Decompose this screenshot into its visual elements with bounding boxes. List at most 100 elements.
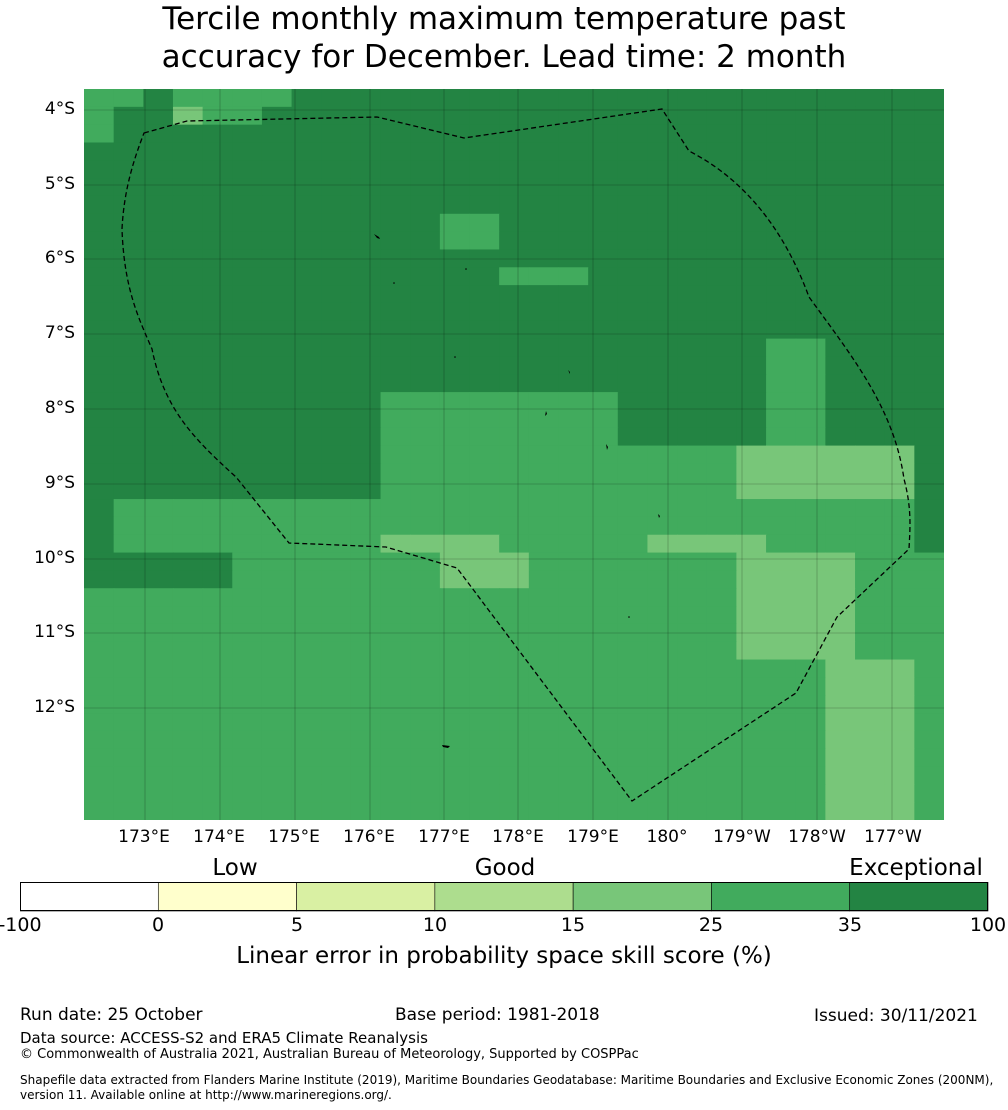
grid-cell <box>439 178 471 197</box>
grid-cell <box>528 606 560 625</box>
grid-cell <box>528 285 560 304</box>
grid-cell <box>202 463 233 482</box>
grid-cell <box>855 89 886 108</box>
grid-cell <box>588 606 619 625</box>
grid-cell <box>617 124 649 144</box>
grid-cell <box>172 570 204 589</box>
grid-cell <box>677 534 708 554</box>
grid-cell <box>499 802 530 820</box>
grid-cell <box>825 374 856 393</box>
grid-cell <box>647 374 678 393</box>
grid-cell <box>825 659 856 678</box>
grid-cell <box>143 249 174 268</box>
grid-cell <box>113 178 144 197</box>
grid-cell <box>855 392 886 411</box>
grid-cell <box>884 320 915 340</box>
grid-cell <box>172 409 204 429</box>
grid-cell <box>350 499 382 518</box>
grid-cell <box>380 713 411 732</box>
grid-cell <box>558 124 589 144</box>
grid-cell <box>647 445 678 465</box>
grid-cell <box>350 784 382 803</box>
grid-cell <box>321 534 352 554</box>
grid-cell <box>677 463 708 482</box>
grid-cell <box>113 766 144 785</box>
grid-cell <box>528 481 560 500</box>
grid-cell <box>736 766 767 785</box>
grid-cell <box>202 285 233 304</box>
grid-cell <box>558 606 589 625</box>
grid-cell <box>825 338 856 358</box>
grid-cell <box>499 356 530 375</box>
grid-cell <box>588 267 619 286</box>
grid-cell <box>499 249 530 268</box>
grid-cell <box>410 463 441 482</box>
grid-cell <box>291 356 322 375</box>
grid-cell <box>617 249 649 268</box>
grid-cell <box>410 730 441 750</box>
grid-cell <box>350 231 382 251</box>
grid-cell <box>825 302 856 322</box>
grid-cell <box>232 285 263 304</box>
grid-cell <box>884 802 915 820</box>
grid-cell <box>558 178 589 197</box>
grid-cell <box>647 623 678 643</box>
lat-label: 9°S <box>44 473 75 493</box>
grid-cell <box>469 463 500 482</box>
grid-cell <box>855 213 886 233</box>
grid-cell <box>350 213 382 233</box>
grid-cell <box>143 606 174 625</box>
grid-cell <box>291 392 322 411</box>
grid-cell <box>558 677 589 696</box>
grid-cell <box>795 802 826 820</box>
grid-cell <box>291 409 322 429</box>
grid-cell <box>291 267 322 286</box>
grid-cell <box>795 427 826 447</box>
grid-cell <box>528 748 560 768</box>
grid-cell <box>706 677 738 696</box>
lon-label: 177°W <box>864 827 922 847</box>
grid-cell <box>261 606 293 625</box>
grid-cell <box>825 695 856 714</box>
grid-cell <box>469 730 500 750</box>
grid-cell <box>172 481 204 500</box>
grid-cell <box>410 338 441 358</box>
grid-cell <box>172 338 204 358</box>
grid-cell <box>588 142 619 161</box>
grid-cell <box>855 106 886 126</box>
grid-cell <box>884 231 915 251</box>
grid-cell <box>321 142 352 161</box>
grid-cell <box>350 89 382 108</box>
grid-cell <box>647 695 678 714</box>
grid-cell <box>499 784 530 803</box>
grid-cell <box>499 641 530 661</box>
grid-cell <box>647 124 678 144</box>
grid-cell <box>528 231 560 251</box>
grid-cell <box>439 445 471 465</box>
grid-cell <box>647 606 678 625</box>
grid-cell <box>232 570 263 589</box>
grid-cell <box>439 588 471 607</box>
grid-cell <box>736 641 767 661</box>
grid-cell <box>113 106 144 126</box>
grid-cell <box>143 445 174 465</box>
grid-cell <box>795 195 826 215</box>
grid-cell <box>647 552 678 571</box>
grid-cell <box>617 623 649 643</box>
grid-cell <box>825 463 856 482</box>
lat-label: 7°S <box>44 323 75 343</box>
grid-cell <box>143 213 174 233</box>
grid-cell <box>914 124 944 144</box>
grid-cell <box>439 766 471 785</box>
grid-cell <box>677 267 708 286</box>
grid-cell <box>410 499 441 518</box>
lon-label: 176°E <box>343 827 395 847</box>
grid-cell <box>350 124 382 144</box>
grid-cell <box>528 445 560 465</box>
grid-cell <box>113 445 144 465</box>
grid-cell <box>795 516 826 536</box>
grid-cell <box>202 374 233 393</box>
grid-cell <box>380 802 411 820</box>
grid-cell <box>617 445 649 465</box>
grid-cell <box>410 195 441 215</box>
